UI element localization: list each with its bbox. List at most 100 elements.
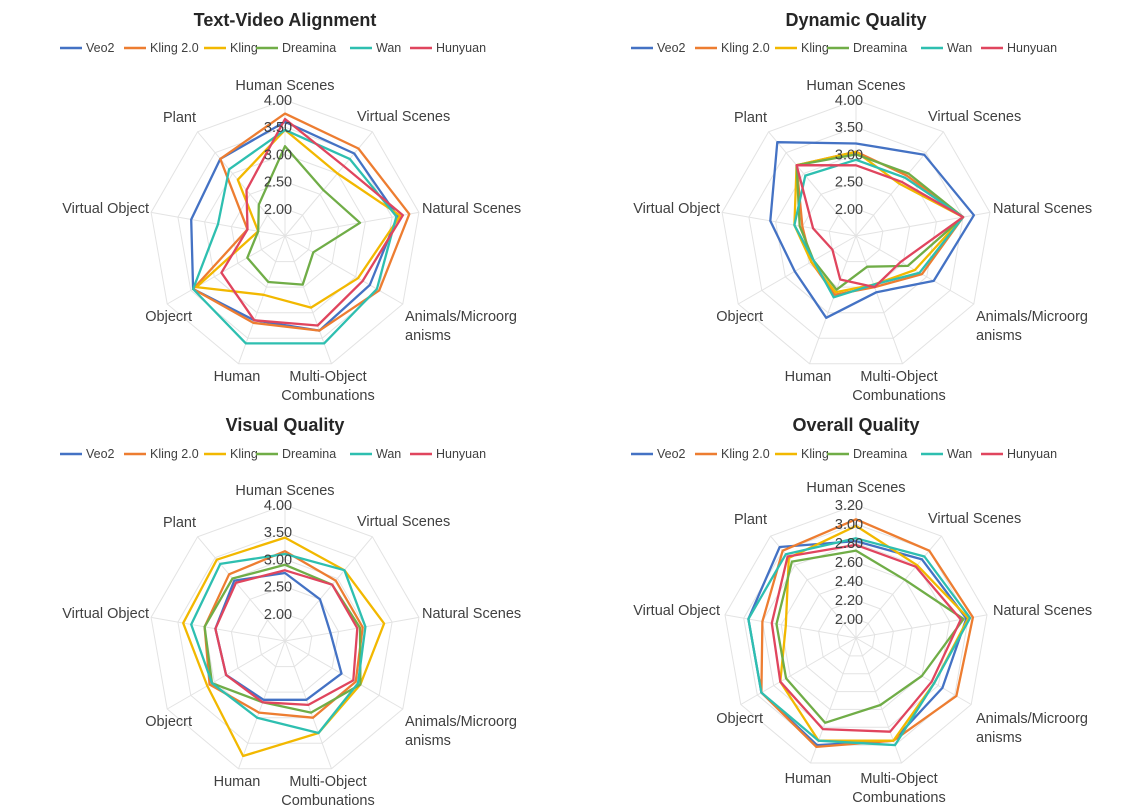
radar-chart-visual-quality: Visual Quality Veo2 Kling 2.0 Kling Dreamina… <box>60 415 521 809</box>
legend-item-kling: Kling <box>204 447 258 461</box>
legend-item-dreamina: Dreamina <box>827 447 907 461</box>
tick-label: 2.20 <box>835 593 863 609</box>
category-label-plant: Plant <box>734 512 767 528</box>
legend-label: Wan <box>947 447 972 461</box>
legend-item-kling: Kling <box>775 447 829 461</box>
grid-ring <box>828 208 884 263</box>
series-line-hunyuan <box>795 164 965 289</box>
series-line-wan <box>191 128 398 345</box>
tick-label: 4.00 <box>835 93 863 109</box>
legend-item-wan: Wan <box>350 447 401 461</box>
grid-ring <box>721 99 991 365</box>
category-label-human: Human <box>214 369 261 385</box>
legend-item-dreamina: Dreamina <box>256 41 336 55</box>
chart-panel-dynamic-quality: Dynamic Quality Veo2 Kling 2.0 Kling Dreamin… <box>571 0 1142 405</box>
category-label-objecrt: Objecrt <box>145 714 192 730</box>
grid-ring <box>257 208 313 263</box>
grid-ring <box>204 153 366 314</box>
legend-label: Dreamina <box>282 41 336 55</box>
chart-panel-visual-quality: Visual Quality Veo2 Kling 2.0 Kling Dreamina… <box>0 405 571 810</box>
grid-spoke <box>238 235 286 364</box>
chart-title: Overall Quality <box>792 415 919 435</box>
legend-label: Veo2 <box>86 41 115 55</box>
category-label-virtual-object: Virtual Object <box>633 201 720 217</box>
category-label-animals-microorganisms: Animals/Microorg anisms <box>976 309 1088 344</box>
series-line-veo2 <box>190 120 399 332</box>
tick-label: 2.80 <box>835 536 863 552</box>
series-line-dreamina <box>775 549 965 724</box>
grid-spoke <box>724 614 857 639</box>
category-label-plant: Plant <box>163 515 196 531</box>
legend-label: Kling <box>801 447 829 461</box>
tick-label: 3.20 <box>835 498 863 514</box>
legend-item-hunyuan: Hunyuan <box>410 41 486 55</box>
grid-spoke <box>855 637 902 764</box>
category-label-natural-scenes: Natural Scenes <box>422 606 521 622</box>
series-line-hunyuan <box>770 543 962 733</box>
series-line-kling <box>793 150 965 294</box>
legend-label: Dreamina <box>853 41 907 55</box>
series-line-veo2 <box>214 571 343 701</box>
tick-label: 3.50 <box>835 120 863 136</box>
tick-label: 2.50 <box>835 175 863 191</box>
grid-spoke <box>197 536 286 642</box>
legend-label: Veo2 <box>657 447 686 461</box>
category-label-virtual-scenes: Virtual Scenes <box>928 511 1021 527</box>
legend-item-dreamina: Dreamina <box>827 41 907 55</box>
category-label-multi-object-combunations: Multi-Object Combunations <box>281 774 375 809</box>
category-label-human: Human <box>785 369 832 385</box>
radar-chart-dynamic-quality: Dynamic Quality Veo2 Kling 2.0 Kling Dreamin… <box>631 10 1092 404</box>
category-label-animals-microorganisms: Animals/Microorg anisms <box>405 309 517 344</box>
series-line-kling-2-0 <box>191 112 411 332</box>
series-line-veo2 <box>769 141 976 319</box>
legend-item-wan: Wan <box>350 41 401 55</box>
grid-ring <box>724 504 988 764</box>
legend-label: Veo2 <box>657 41 686 55</box>
legend-item-wan: Wan <box>921 41 972 55</box>
legend-item-wan: Wan <box>921 447 972 461</box>
tick-label: 2.50 <box>264 580 292 596</box>
category-label-objecrt: Objecrt <box>716 309 763 325</box>
tick-label: 4.00 <box>264 498 292 514</box>
category-label-plant: Plant <box>163 110 196 126</box>
legend-label: Kling <box>230 447 258 461</box>
grid-spoke <box>809 235 857 364</box>
category-label-natural-scenes: Natural Scenes <box>993 603 1092 619</box>
tick-label: 3.00 <box>835 147 863 163</box>
grid-ring <box>150 99 420 365</box>
grid-spoke <box>855 637 972 705</box>
series-line-dreamina <box>203 563 362 714</box>
category-label-human-scenes: Human Scenes <box>806 480 905 496</box>
legend-item-veo2: Veo2 <box>631 447 686 461</box>
legend-item-veo2: Veo2 <box>60 41 115 55</box>
tick-label: 3.00 <box>264 147 292 163</box>
legend-item-veo2: Veo2 <box>631 41 686 55</box>
legend-label: Kling 2.0 <box>721 447 770 461</box>
grid-spoke <box>737 235 857 305</box>
legend-label: Hunyuan <box>1007 41 1057 55</box>
tick-label: 3.50 <box>264 120 292 136</box>
grid-ring <box>799 580 913 693</box>
category-label-human: Human <box>785 771 832 787</box>
tick-label: 2.00 <box>264 202 292 218</box>
category-label-virtual-scenes: Virtual Scenes <box>357 109 450 125</box>
legend-label: Hunyuan <box>436 447 486 461</box>
category-label-virtual-object: Virtual Object <box>633 603 720 619</box>
category-label-natural-scenes: Natural Scenes <box>993 201 1092 217</box>
tick-label: 4.00 <box>264 93 292 109</box>
grid-ring <box>230 586 340 693</box>
series-line-wan <box>793 158 965 299</box>
grid-spoke <box>721 211 857 237</box>
chart-panel-text-video-alignment: Text-Video Alignment Veo2 Kling 2.0 Kling Dr… <box>0 0 571 405</box>
grid-ring <box>177 126 393 339</box>
grid-spoke <box>770 535 857 639</box>
legend-label: Kling <box>230 41 258 55</box>
series-line-kling <box>779 524 970 742</box>
grid-spoke <box>284 235 404 305</box>
grid-spoke <box>284 616 420 642</box>
legend-item-kling-2-0: Kling 2.0 <box>695 447 770 461</box>
series-line-wan <box>747 537 972 747</box>
grid-spoke <box>284 640 404 710</box>
category-label-animals-microorganisms: Animals/Microorg anisms <box>405 714 517 749</box>
category-label-virtual-scenes: Virtual Scenes <box>928 109 1021 125</box>
